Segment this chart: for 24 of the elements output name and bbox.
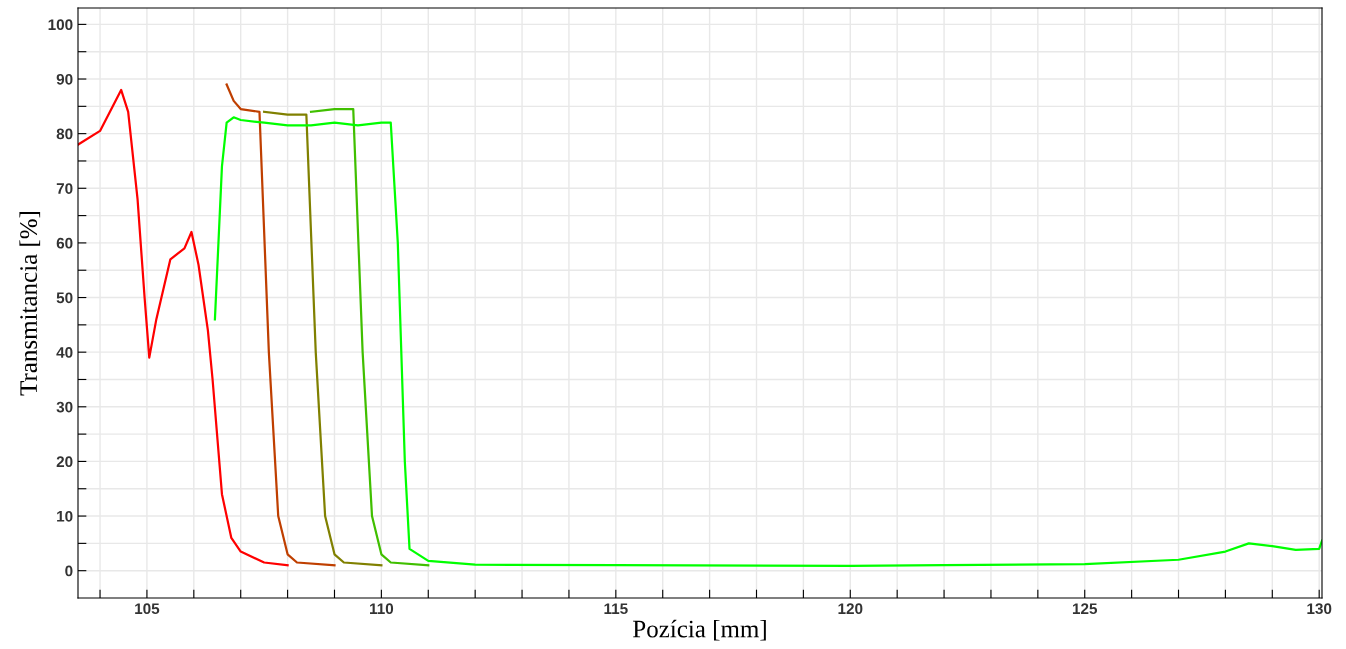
x-tick-label: 125 — [1072, 603, 1098, 615]
y-tick-label: 40 — [56, 347, 73, 358]
y-tick-label: 20 — [56, 456, 73, 468]
y-tick-label: 60 — [56, 237, 73, 249]
line-series — [263, 110, 383, 567]
y-tick-label: 100 — [48, 19, 73, 31]
line-series — [213, 116, 1322, 567]
x-tick-label: 120 — [838, 603, 863, 615]
y-tick-label: 50 — [56, 292, 73, 304]
y-axis-title: Transmitancia [%] — [19, 211, 41, 396]
x-tick-label: 130 — [1307, 603, 1332, 615]
y-tick-label: 70 — [56, 183, 73, 194]
y-tick-label: 10 — [57, 510, 73, 522]
x-tick-label: 105 — [135, 603, 160, 615]
x-tick-label: 115 — [604, 603, 628, 615]
y-tick-label: 30 — [56, 401, 73, 413]
y-tick-label: 80 — [56, 128, 73, 140]
line-series — [225, 83, 336, 567]
line-series — [309, 107, 430, 567]
line-series — [78, 88, 289, 567]
y-tick-label: 90 — [56, 73, 73, 85]
x-tick-label: 110 — [370, 603, 394, 615]
y-tick-label: 0 — [65, 565, 73, 577]
x-axis-title: Pozícia [mm] — [633, 619, 766, 641]
